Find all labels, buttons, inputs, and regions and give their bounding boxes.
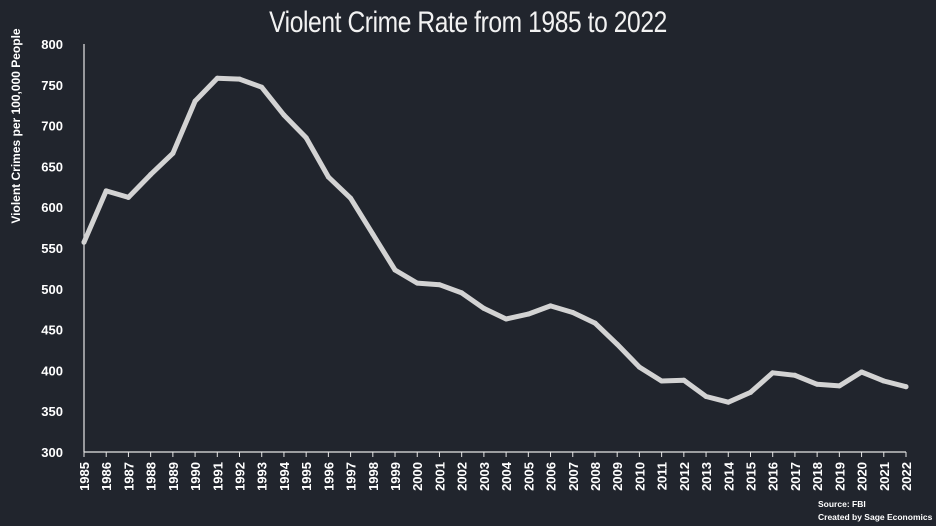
x-tick-label: 2007 [566, 462, 581, 491]
data-point [237, 76, 243, 82]
data-point [281, 112, 287, 118]
x-tick-label: 2004 [499, 461, 514, 491]
data-point [703, 394, 709, 400]
data-point [370, 231, 376, 237]
y-tick-label: 650 [41, 159, 63, 174]
data-point [170, 150, 176, 156]
x-tick-label: 1997 [344, 462, 359, 491]
x-tick-label: 2009 [610, 462, 625, 491]
x-tick-label: 1999 [388, 462, 403, 491]
data-point [214, 75, 220, 81]
y-tick-label: 500 [41, 282, 63, 297]
chart-title: Violent Crime Rate from 1985 to 2022 [269, 6, 667, 39]
x-tick-label: 2000 [410, 462, 425, 491]
x-tick-label: 2002 [455, 462, 470, 491]
data-point [414, 280, 420, 286]
x-tick-label: 2008 [588, 462, 603, 491]
x-tick-label: 2006 [544, 462, 559, 491]
data-point [614, 341, 620, 347]
data-point [747, 389, 753, 395]
x-tick-label: 2010 [632, 462, 647, 491]
data-point [503, 316, 509, 322]
x-tick-label: 2022 [899, 462, 914, 491]
data-point [148, 172, 154, 178]
y-axis-label: Violent Crimes per 100,000 People [9, 28, 23, 224]
y-tick-label: 400 [41, 363, 63, 378]
data-point [303, 135, 309, 141]
data-point [636, 364, 642, 370]
x-tick-label: 2018 [810, 462, 825, 491]
x-tick-label: 2017 [788, 462, 803, 491]
x-tick-label: 1988 [144, 462, 159, 491]
y-tick-label: 600 [41, 200, 63, 215]
series-line [81, 75, 909, 405]
x-tick-label: 1987 [121, 462, 136, 491]
x-tick-label: 1992 [233, 462, 248, 491]
y-tick-label: 450 [41, 323, 63, 338]
x-tick-label: 1990 [188, 462, 203, 491]
data-point [392, 267, 398, 273]
data-point [459, 290, 465, 296]
y-tick-label: 300 [41, 445, 63, 460]
x-tick-label: 1985 [77, 462, 92, 491]
source-note: Source: FBI [818, 499, 866, 509]
x-tick-label: 2001 [432, 462, 447, 491]
x-tick-label: 1994 [277, 461, 292, 491]
data-point [836, 383, 842, 389]
x-tick-label: 2003 [477, 462, 492, 491]
data-point [681, 377, 687, 383]
data-point [125, 194, 131, 200]
data-point [192, 98, 198, 104]
x-tick-label: 2020 [855, 462, 870, 491]
x-tick-label: 2012 [677, 462, 692, 491]
data-point [903, 384, 909, 390]
data-point [814, 381, 820, 387]
y-tick-label: 550 [41, 241, 63, 256]
series-group [81, 75, 909, 405]
x-tick-label: 2005 [521, 462, 536, 491]
credit-note: Created by Sage Economics [818, 512, 933, 522]
y-tick-label: 800 [41, 37, 63, 52]
data-point [436, 282, 442, 288]
data-point [770, 370, 776, 376]
data-point [859, 369, 865, 375]
x-tick-label: 2015 [743, 462, 758, 491]
data-point [525, 311, 531, 317]
x-tick-label: 2016 [766, 462, 781, 491]
x-tick-label: 1998 [366, 462, 381, 491]
data-point [481, 305, 487, 311]
data-point [548, 303, 554, 309]
data-point [592, 320, 598, 326]
data-point [659, 378, 665, 384]
data-point [103, 188, 109, 194]
x-tick-label: 1996 [321, 462, 336, 491]
x-tick-label: 1989 [166, 462, 181, 491]
x-tick-label: 2021 [877, 462, 892, 491]
x-tick-label: 2013 [699, 462, 714, 491]
x-tick-label: 1993 [255, 462, 270, 491]
x-tick-label: 2014 [721, 461, 736, 491]
y-tick-label: 700 [41, 119, 63, 134]
y-tick-label: 350 [41, 404, 63, 419]
data-point [259, 84, 265, 90]
data-point [792, 372, 798, 378]
data-point [348, 195, 354, 201]
data-point [570, 309, 576, 315]
x-axis: 1985 1986 1987 1988 1989 1990 1991 1992 1993 1994… [77, 451, 914, 491]
x-tick-label: 1986 [99, 462, 114, 491]
data-point [81, 239, 87, 245]
data-point [325, 174, 331, 180]
x-tick-label: 1995 [299, 462, 314, 491]
x-tick-label: 1991 [210, 462, 225, 491]
y-tick-label: 750 [41, 78, 63, 93]
x-tick-label: 2019 [832, 462, 847, 491]
data-point [725, 399, 731, 405]
x-tick-label: 2011 [655, 462, 670, 490]
data-point [881, 378, 887, 384]
y-axis: 300 350 400 450 500 550 600 650 700 750 800 [41, 37, 85, 460]
